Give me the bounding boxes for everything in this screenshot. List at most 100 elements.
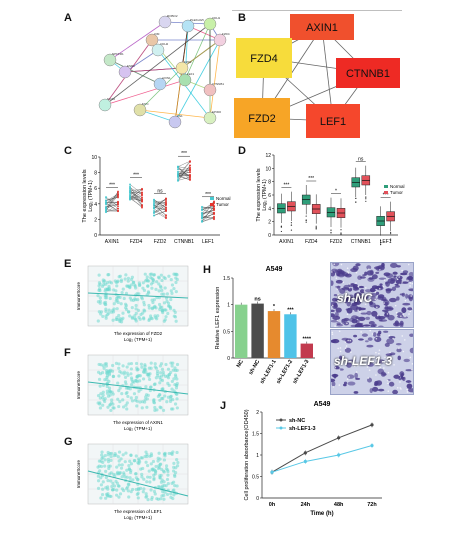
scatter-point [129, 372, 133, 376]
stained-cell [370, 296, 377, 302]
caption-sh-lef1-3: sh-LEF1-3 [334, 354, 393, 368]
y-tick-label: 10 [91, 155, 97, 161]
normal-point [177, 168, 179, 171]
scatter-point [112, 302, 116, 306]
stained-cell [385, 273, 394, 279]
outlier [305, 215, 307, 217]
scatter-point [142, 367, 147, 371]
scatter-point [152, 273, 156, 277]
scatter-point [153, 362, 157, 366]
x-tick-label: sh-NC [248, 359, 261, 376]
outlier [355, 197, 357, 199]
scatter-point [98, 372, 103, 376]
scatter-point [173, 402, 178, 406]
scatter-point [129, 361, 134, 366]
stained-cell [369, 301, 373, 305]
scatter-point [104, 314, 108, 318]
scatter-point [118, 470, 122, 475]
pair-line [201, 216, 215, 222]
y-tick-label: 12 [265, 153, 271, 159]
scatter-point [153, 408, 157, 412]
x-tick-label: 48h [334, 502, 344, 508]
scatter-point [153, 405, 157, 410]
normal-point [129, 185, 131, 188]
scatter-point [160, 278, 164, 283]
stained-cell [393, 374, 401, 379]
scatter-point [150, 317, 154, 321]
stained-cell [370, 292, 377, 298]
tumor-point [165, 209, 167, 212]
pair-line [153, 205, 167, 214]
scatter-point [97, 377, 102, 381]
scatter-point [147, 469, 151, 473]
stained-cell [355, 316, 360, 319]
tumor-point [141, 205, 143, 208]
tumor-point [189, 160, 191, 163]
membrane-pore [386, 379, 389, 382]
x-axis-label-unit: Log₂ (TPM+1) [124, 515, 153, 520]
stained-cell [360, 295, 368, 299]
membrane-pore [331, 304, 334, 307]
scatter-point [129, 453, 133, 457]
network-edge [109, 59, 161, 85]
scatter-point [151, 468, 155, 472]
y-tick-label: 1 [256, 453, 259, 459]
membrane-pore [344, 347, 347, 350]
scatter-point [117, 450, 122, 454]
stained-cell [366, 310, 372, 316]
outlier [390, 238, 392, 240]
x-tick: NC [236, 359, 245, 369]
normal-point [177, 178, 179, 181]
scatter-point [147, 291, 151, 295]
network-node-label: FN1 [177, 114, 183, 118]
membrane-pore [369, 330, 372, 332]
pair-line [177, 161, 191, 167]
stained-cell [381, 264, 385, 270]
stained-cell [383, 330, 389, 333]
scatter-point [165, 400, 169, 404]
legend-tumor: Tumor [390, 190, 403, 195]
stained-cell [346, 300, 352, 307]
scatter-point [174, 276, 178, 280]
pair-line [129, 195, 143, 201]
tumor-point [117, 196, 119, 199]
network-edge [104, 79, 186, 106]
panel-label-j: J [220, 400, 227, 412]
scatter-point [140, 475, 144, 479]
scatter-point [163, 452, 167, 456]
membrane-pore [387, 371, 390, 374]
scatter-point [148, 475, 152, 479]
network-node-label: CDH2 [160, 42, 168, 46]
pair-line [129, 189, 143, 199]
membrane-pore [360, 331, 362, 333]
y-axis-label: Cell proliferation absorbance(OD450) [244, 409, 250, 500]
membrane-pore [334, 366, 337, 369]
scatter-point [100, 493, 105, 497]
scatter-point [117, 374, 121, 378]
sig-label: ns [157, 189, 163, 195]
sig-label: *** [287, 307, 294, 313]
scatter-point [104, 486, 108, 490]
stained-cell [343, 284, 351, 290]
bar-sh-nc [251, 303, 264, 358]
scatter-point [121, 405, 126, 409]
scatter-point [104, 475, 108, 480]
membrane-pore [357, 285, 359, 288]
scatter-point [137, 281, 141, 285]
stained-cell [375, 291, 380, 296]
scatter-point [146, 393, 150, 397]
network-node [153, 77, 167, 91]
y-tick-label: 2 [256, 410, 259, 416]
scatter-point [149, 385, 153, 389]
scatter-point [164, 484, 168, 488]
stained-cell [372, 332, 377, 337]
scatter-point [124, 403, 128, 407]
tumor-point [189, 174, 191, 177]
pair-line [129, 188, 143, 195]
x-axis-label: The expression of LEF1 [114, 509, 162, 514]
normal-point [201, 205, 203, 208]
scatter-point [98, 384, 102, 388]
scatter-point [147, 303, 151, 308]
membrane-pore [406, 388, 408, 391]
